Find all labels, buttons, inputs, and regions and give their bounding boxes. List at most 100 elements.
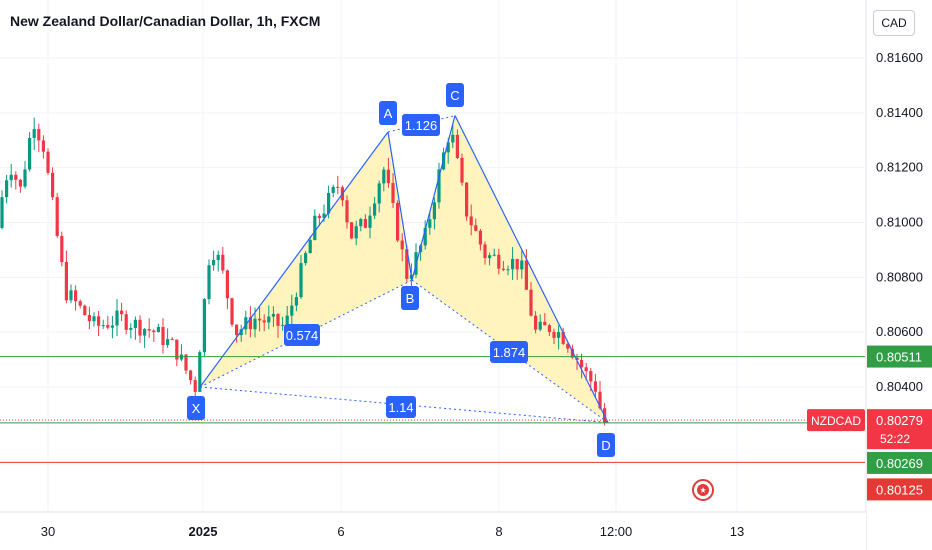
candle-up bbox=[198, 352, 202, 392]
candle-up bbox=[143, 329, 147, 336]
candle-up bbox=[520, 260, 524, 270]
candle-up bbox=[0, 197, 4, 228]
candle-down bbox=[363, 219, 367, 228]
pattern-ratio-line-ac bbox=[387, 115, 456, 133]
y-axis-tick-label: 0.80400 bbox=[876, 379, 923, 394]
candle-up bbox=[133, 319, 137, 328]
candle-down bbox=[552, 331, 556, 338]
candle-up bbox=[5, 180, 9, 198]
candle-up bbox=[110, 325, 114, 328]
candle-up bbox=[239, 329, 243, 336]
countdown-timer: 52:22 bbox=[880, 432, 910, 446]
candle-up bbox=[511, 258, 515, 270]
candle-down bbox=[350, 222, 354, 239]
candle-up bbox=[322, 213, 326, 219]
candle-up bbox=[166, 339, 170, 346]
candle-down bbox=[584, 367, 588, 372]
candle-up bbox=[368, 215, 372, 228]
candle-up bbox=[23, 169, 27, 187]
candle-down bbox=[248, 317, 252, 330]
candle-up bbox=[202, 299, 206, 353]
candle-down bbox=[317, 215, 321, 219]
canada-flag-icon bbox=[692, 479, 714, 501]
candle-up bbox=[451, 134, 455, 143]
candle-down bbox=[566, 343, 570, 349]
candle-down bbox=[483, 244, 487, 259]
candle-up bbox=[432, 202, 436, 220]
candle-up bbox=[557, 332, 561, 338]
candle-down bbox=[474, 225, 478, 231]
price-badge-text: 0.80511 bbox=[876, 350, 922, 365]
candle-down bbox=[465, 182, 469, 217]
candle-up bbox=[437, 169, 441, 203]
candle-up bbox=[271, 313, 275, 317]
candle-up bbox=[294, 297, 298, 306]
candle-up bbox=[212, 260, 216, 266]
pattern-ratio-label bbox=[284, 324, 320, 346]
candle-down bbox=[529, 289, 533, 316]
pattern-point-d-label bbox=[597, 433, 615, 457]
candle-down bbox=[120, 310, 124, 315]
candle-down bbox=[497, 254, 501, 269]
candle-up bbox=[377, 183, 381, 204]
pattern-point-c-text: C bbox=[450, 88, 459, 103]
candle-up bbox=[538, 321, 542, 330]
candle-down bbox=[83, 305, 87, 316]
candle-down bbox=[386, 169, 390, 184]
candle-down bbox=[547, 325, 551, 332]
candle-down bbox=[570, 348, 574, 358]
x-axis-tick-label: 12:00 bbox=[600, 524, 633, 539]
candle-down bbox=[589, 371, 593, 382]
symbol-tag bbox=[807, 409, 865, 432]
candle-down bbox=[598, 391, 602, 409]
x-axis-tick-label: 8 bbox=[495, 524, 502, 539]
pattern-ratio-line-xd bbox=[199, 386, 609, 424]
candle-down bbox=[51, 172, 55, 198]
candle-up bbox=[446, 142, 450, 153]
price-badge-green-upper bbox=[867, 345, 932, 368]
candle-down bbox=[593, 381, 597, 392]
x-axis-tick-label: 13 bbox=[730, 524, 744, 539]
y-axis-tick-label: 0.81200 bbox=[876, 160, 923, 175]
candle-down bbox=[561, 332, 565, 344]
candle-up bbox=[253, 318, 257, 330]
pattern-point-d-text: D bbox=[601, 438, 610, 453]
candle-up bbox=[428, 219, 432, 228]
candle-down bbox=[55, 197, 59, 236]
candle-up bbox=[327, 192, 331, 214]
pattern-leg-cd bbox=[454, 115, 609, 423]
candle-up bbox=[299, 263, 303, 298]
x-axis-tick-label: 2025 bbox=[189, 524, 218, 539]
candle-down bbox=[391, 183, 395, 203]
candle-down bbox=[405, 249, 409, 279]
candle-down bbox=[534, 315, 538, 330]
x-axis-tick-label: 6 bbox=[337, 524, 344, 539]
candle-up bbox=[506, 269, 510, 271]
price-badge-text: 0.80279 bbox=[876, 413, 923, 428]
pattern-point-b-label bbox=[401, 286, 419, 310]
candle-up bbox=[92, 316, 96, 322]
candle-up bbox=[373, 203, 377, 216]
candle-up bbox=[207, 265, 211, 300]
price-badge-text: 0.80269 bbox=[876, 456, 923, 471]
candle-down bbox=[41, 140, 45, 152]
candle-up bbox=[488, 255, 492, 259]
currency-button[interactable]: CAD bbox=[873, 10, 915, 36]
price-badge-current bbox=[867, 409, 932, 450]
pattern-ratio-label bbox=[490, 341, 528, 363]
candle-down bbox=[258, 318, 262, 321]
candle-down bbox=[64, 262, 68, 301]
candle-down bbox=[543, 321, 547, 326]
candle-up bbox=[129, 327, 133, 330]
candle-up bbox=[308, 240, 312, 254]
pattern-point-b-text: B bbox=[406, 291, 415, 306]
candle-up bbox=[304, 253, 308, 264]
candle-down bbox=[460, 157, 464, 183]
candle-down bbox=[87, 315, 91, 322]
candle-down bbox=[345, 200, 349, 223]
pattern-ratio-label bbox=[402, 114, 440, 136]
candle-down bbox=[396, 202, 400, 241]
candle-up bbox=[354, 226, 358, 239]
candle-down bbox=[60, 235, 64, 263]
